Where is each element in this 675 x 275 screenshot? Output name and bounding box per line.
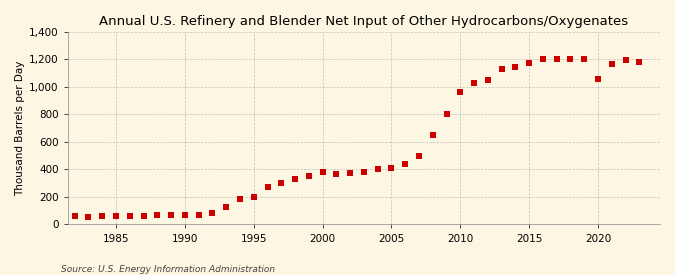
Y-axis label: Thousand Barrels per Day: Thousand Barrels per Day bbox=[15, 60, 25, 196]
Text: Source: U.S. Energy Information Administration: Source: U.S. Energy Information Administ… bbox=[61, 265, 275, 274]
Title: Annual U.S. Refinery and Blender Net Input of Other Hydrocarbons/Oxygenates: Annual U.S. Refinery and Blender Net Inp… bbox=[99, 15, 628, 28]
